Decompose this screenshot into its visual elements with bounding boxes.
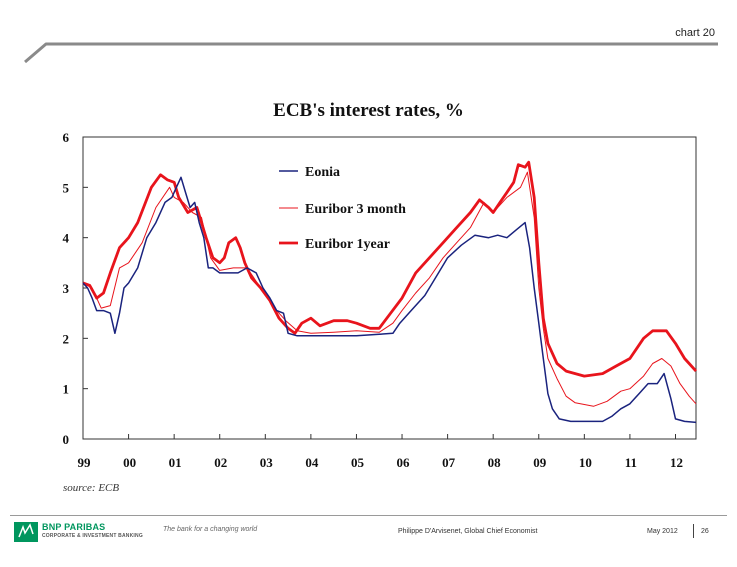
legend-label: Euribor 1year [305,237,390,252]
page-number: 26 [701,528,709,535]
x-tick-label: 02 [214,455,227,470]
y-tick-label: 5 [63,180,70,195]
source-note: source: ECB [63,482,120,494]
x-tick-label: 07 [442,455,456,470]
legend-label: Eonia [305,165,340,180]
x-tick-label: 12 [670,455,683,470]
tagline: The bank for a changing world [163,526,258,533]
x-tick-label: 11 [625,455,637,470]
x-tick-label: 03 [260,455,274,470]
footer-date: May 2012 [647,528,678,535]
legend-label: Euribor 3 month [305,202,406,217]
x-tick-label: 99 [78,455,92,470]
legend-item: Euribor 3 month [279,202,406,217]
bnp-logo: BNP PARIBAS CORPORATE & INVESTMENT BANKI… [14,522,143,542]
y-tick-label: 4 [63,231,70,246]
chart-title: ECB's interest rates, % [273,100,464,121]
y-tick-label: 6 [63,130,70,145]
footer-rule [10,515,727,516]
x-tick-label: 09 [533,455,547,470]
series-line-euribor-1year [82,160,698,378]
x-tick-label: 10 [579,455,592,470]
footer: BNP PARIBAS CORPORATE & INVESTMENT BANKI… [0,515,737,545]
stars-logo-icon [14,522,38,542]
x-tick-label: 04 [305,455,319,470]
y-tick-label: 2 [63,331,70,346]
series-line-eonia [82,176,697,424]
y-tick-label: 3 [63,281,70,296]
x-tick-label: 06 [397,455,411,470]
footer-author: Philippe D'Arvisenet, Global Chief Econo… [398,528,538,535]
y-tick-label: 1 [63,382,70,397]
slide-label: chart 20 [675,27,715,39]
y-tick-label: 0 [63,432,70,447]
legend-item: Eonia [279,165,340,180]
series-line-euribor-3-month [82,171,697,407]
page-separator [693,524,694,538]
header-rule [24,42,718,64]
x-tick-label: 00 [123,455,136,470]
logo-division: CORPORATE & INVESTMENT BANKING [42,533,143,539]
x-tick-label: 05 [351,455,365,470]
legend-item: Euribor 1year [279,237,390,252]
x-tick-label: 08 [488,455,502,470]
x-tick-label: 01 [169,455,182,470]
logo-brand: BNP PARIBAS [42,522,106,532]
